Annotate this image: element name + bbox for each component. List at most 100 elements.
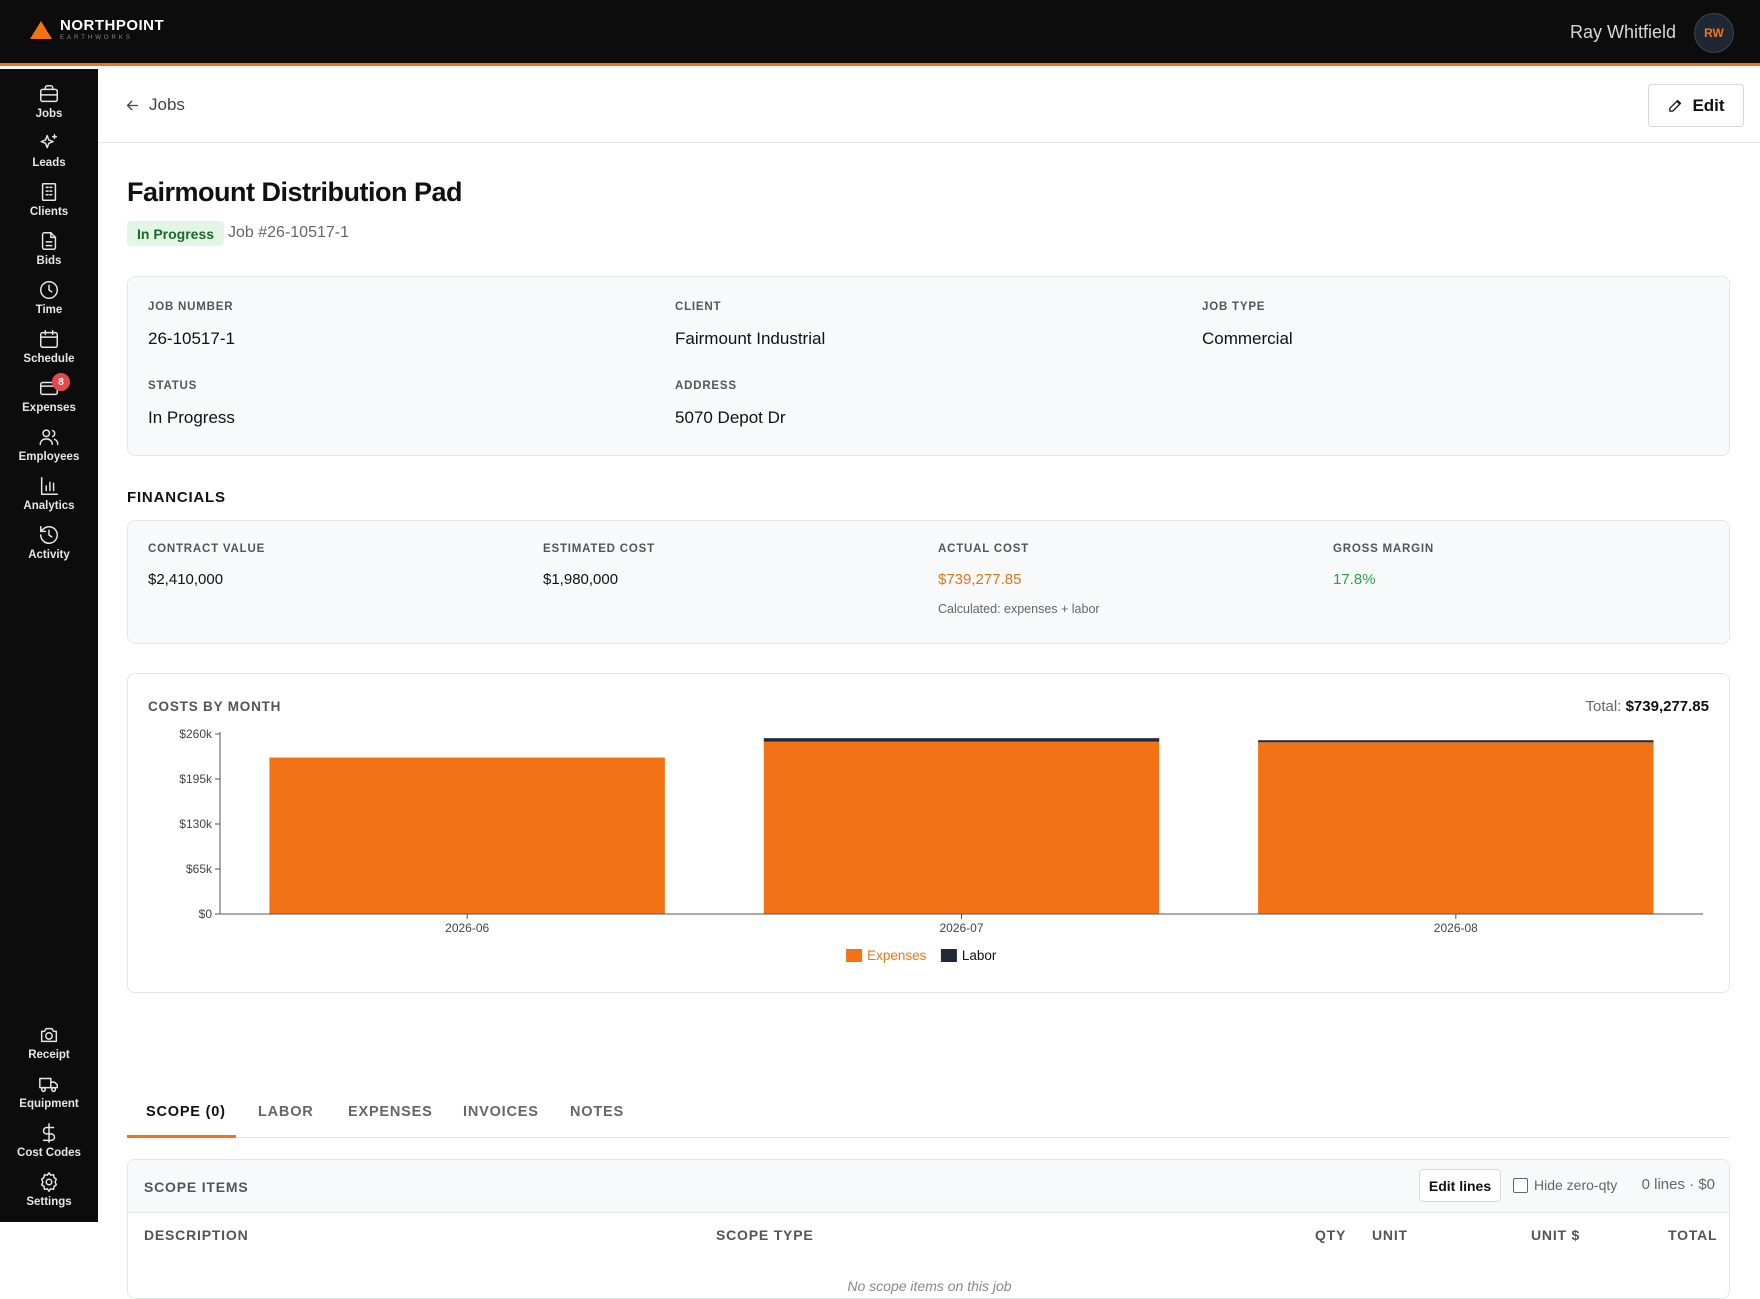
contract-value: $2,410,000 [148,571,224,588]
scope-items-header: SCOPE ITEMS Edit lines Hide zero-qty 0 l… [128,1160,1729,1213]
job-type-value: Commercial [1202,329,1293,348]
sidebar-item-label: Employees [18,451,80,463]
costs-by-month-card: COSTS BY MONTH Total: $739,277.85 $0 $65k… [127,673,1730,993]
edit-button[interactable]: Edit [1648,84,1744,127]
actual-cost-label: ACTUAL COST [938,543,1030,555]
sidebar-item-label: Schedule [23,353,75,365]
sidebar-item-clients[interactable]: Clients [0,181,98,227]
brand-logo[interactable]: NORTHPOINT EARTHWORKS [30,18,164,42]
chart-total: Total: $739,277.85 [1586,698,1709,715]
legend-label-expenses: Expenses [867,948,927,963]
job-tabs: SCOPE (0) LABOR EXPENSES INVOICES NOTES [127,1081,1730,1138]
sidebar-item-label: Bids [36,255,62,267]
user-name[interactable]: Ray Whitfield [1569,22,1676,42]
logo-triangle-icon [30,21,52,39]
sidebar-item-label: Settings [26,1196,72,1208]
document-icon [41,232,57,250]
column-unit[interactable]: UNIT [1372,1227,1408,1243]
tab-expenses[interactable]: EXPENSES [348,1104,433,1120]
x-tick-label: 2026-06 [445,921,489,935]
column-qty[interactable]: QTY [1315,1227,1347,1243]
tab-scope[interactable]: SCOPE (0) [146,1104,226,1120]
tab-labor[interactable]: LABOR [258,1104,314,1120]
sidebar-item-settings[interactable]: Settings [0,1171,98,1217]
bar-chart-icon [40,477,58,495]
legend-swatch-labor [940,949,957,962]
tab-notes[interactable]: NOTES [570,1104,624,1120]
column-scope-type[interactable]: SCOPE TYPE [716,1227,814,1243]
sidebar-item-bids[interactable]: Bids [0,230,98,276]
sidebar-item-employees[interactable]: Employees [0,426,98,472]
top-bar: NORTHPOINT EARTHWORKS Ray Whitfield RW [0,0,1760,66]
pencil-icon [1669,99,1682,112]
y-tick-label: $0 [199,907,213,921]
scope-table-header: DESCRIPTION SCOPE TYPE QTY UNIT UNIT $ T… [128,1213,1729,1257]
scope-items-card: SCOPE ITEMS Edit lines Hide zero-qty 0 l… [127,1159,1730,1299]
y-tick-label: $260k [179,727,213,741]
estimated-cost-label: ESTIMATED COST [543,543,655,555]
chart-title: COSTS BY MONTH [148,699,282,714]
actual-cost-note: Calculated: expenses + labor [938,602,1100,616]
job-type-label: JOB TYPE [1202,301,1266,313]
column-unit-price[interactable]: UNIT $ [1531,1227,1581,1243]
scope-items-title: SCOPE ITEMS [144,1179,249,1195]
hide-zero-qty-checkbox[interactable] [1513,1177,1528,1193]
users-icon [39,429,59,446]
sidebar-item-equipment[interactable]: Equipment [0,1073,98,1119]
sidebar-item-analytics[interactable]: Analytics [0,475,98,521]
column-description[interactable]: DESCRIPTION [144,1227,249,1243]
sidebar-item-cost-codes[interactable]: Cost Codes [0,1122,98,1168]
sidebar-item-label: Jobs [35,108,63,120]
financials-heading: FINANCIALS [127,489,226,506]
sidebar-item-leads[interactable]: Leads [0,132,98,178]
status-badge: In Progress [127,221,225,246]
bar-labor-2026-07 [763,738,1160,742]
hide-zero-qty-toggle[interactable]: Hide zero-qty [1513,1177,1617,1193]
y-tick-label: $195k [179,772,213,786]
sidebar: Jobs Leads Clients Bids Time Schedule 8 … [0,69,98,1222]
sidebar-item-label: Leads [32,157,66,169]
dollar-icon [42,1123,56,1143]
sidebar-item-label: Receipt [28,1049,70,1061]
sidebar-item-jobs[interactable]: Jobs [0,83,98,129]
empty-scope-message: No scope items on this job [847,1278,1012,1294]
back-link-label: Jobs [149,95,185,114]
chart-total-value: $739,277.85 [1625,698,1709,715]
sidebar-item-label: Activity [28,549,70,561]
x-tick-label: 2026-07 [939,921,983,935]
back-to-jobs-link[interactable]: Jobs [124,95,185,115]
sidebar-item-schedule[interactable]: Schedule [0,328,98,374]
sidebar-item-label: Equipment [19,1098,79,1110]
sparkles-icon [40,134,58,149]
column-total[interactable]: TOTAL [1668,1227,1718,1243]
clock-icon [40,281,58,299]
truck-icon [39,1077,58,1093]
sidebar-item-time[interactable]: Time [0,279,98,325]
sidebar-item-activity[interactable]: Activity [0,524,98,570]
job-number-value: 26-10517-1 [148,329,235,348]
job-details-card: JOB NUMBER 26-10517-1 CLIENT Fairmount I… [127,276,1730,456]
sidebar-item-label: Expenses [22,402,76,414]
job-number-label: JOB NUMBER [148,301,234,313]
bar-expenses-2026-08 [1258,742,1654,914]
bar-expenses-2026-06 [269,757,665,914]
address-value: 5070 Depot Dr [675,408,786,427]
history-icon [40,526,58,544]
active-tab-indicator [127,1135,236,1138]
page-title: Fairmount Distribution Pad [127,177,463,207]
tab-invoices[interactable]: INVOICES [463,1104,539,1120]
bar-expenses-2026-07 [763,741,1160,914]
edit-lines-button[interactable]: Edit lines [1419,1169,1501,1202]
sidebar-item-expenses[interactable]: 8 Expenses [0,373,98,423]
calendar-icon [40,330,58,348]
expenses-count-badge: 8 [52,373,70,391]
sidebar-item-label: Clients [29,206,69,218]
avatar[interactable]: RW [1694,13,1734,53]
client-value: Fairmount Industrial [675,329,826,348]
sidebar-item-receipt[interactable]: Receipt [0,1024,98,1070]
camera-icon [40,1027,58,1043]
legend-swatch-expenses [846,949,863,962]
actual-cost-value: $739,277.85 [938,571,1022,588]
address-label: ADDRESS [675,380,737,392]
briefcase-icon [40,85,58,103]
